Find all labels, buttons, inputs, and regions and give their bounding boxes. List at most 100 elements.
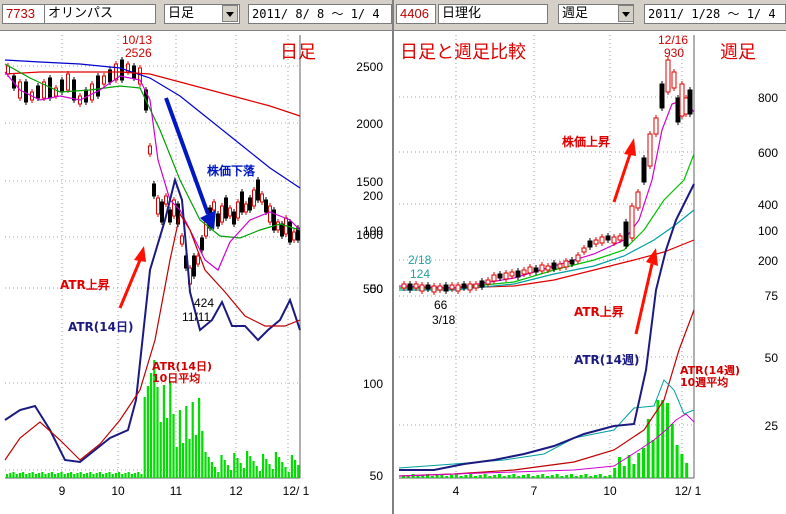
volume-bar (66, 473, 69, 478)
volume-bar (105, 473, 108, 478)
volume-bar (536, 475, 540, 478)
volume-bar (430, 476, 434, 478)
volume-bar (82, 474, 85, 478)
volume-bar (118, 472, 121, 478)
volume-bar (223, 460, 226, 478)
left-atr-tick: 50 (370, 282, 384, 296)
candle-body (443, 284, 449, 292)
candle-body (515, 270, 521, 278)
volume-bar (47, 473, 50, 478)
volume-bar (685, 463, 689, 478)
right-atr-avg-line (398, 309, 695, 477)
volume-bar (661, 400, 665, 478)
volume-bar (172, 414, 175, 478)
left-date-range[interactable]: 2011/ 8/ 8 ～ 1/ 4 (248, 4, 392, 24)
candle-body (557, 263, 563, 269)
volume-bar (57, 473, 60, 478)
volume-bar (426, 474, 429, 478)
candle-body (545, 265, 551, 271)
left-peak-date: 10/13 (122, 33, 152, 47)
volume-bar (632, 464, 636, 478)
volume-bar (627, 455, 631, 478)
volume-bar (642, 448, 645, 478)
volume-bar (469, 474, 473, 478)
volume-bar (560, 476, 564, 478)
volume-bar (134, 473, 137, 478)
right-rise-arrow-head (624, 138, 636, 156)
left-price-tick: 1500 (356, 175, 383, 189)
left-low-value: 424 (194, 296, 214, 310)
left-atr-tick: 100 (363, 224, 383, 238)
candle-body (160, 201, 164, 223)
volume-bar (670, 424, 674, 478)
candle-body (96, 75, 100, 97)
volume-bar (680, 454, 684, 478)
right-rise-label: 株価上昇 (562, 134, 610, 149)
volume-bar (9, 473, 12, 478)
left-decline-arrow-head (200, 210, 216, 230)
volume-bar (541, 474, 545, 478)
left-stock-name[interactable]: オリンパス (44, 4, 156, 24)
candle-body (401, 283, 407, 289)
candle-body (485, 279, 491, 285)
volume-bar (150, 373, 153, 478)
volume-bar (169, 381, 172, 478)
candle-body (497, 273, 503, 279)
volume-bar (44, 474, 47, 478)
candle-body (527, 266, 533, 274)
volume-bar (252, 461, 255, 478)
candle-body (503, 272, 509, 280)
volume-bar (25, 474, 28, 478)
right-x-tick: 7 (531, 484, 538, 498)
candle-body (575, 254, 581, 262)
volume-bar (546, 476, 549, 478)
right-stock-code[interactable]: 4406 (396, 4, 436, 24)
volume-bar (146, 386, 149, 478)
right-period-select[interactable]: 週足 (558, 4, 634, 24)
volume-bar (294, 460, 297, 478)
candle-body (665, 59, 671, 93)
candle-body (461, 283, 467, 289)
candle-body (671, 71, 677, 89)
right-period-dropdown-icon[interactable] (618, 5, 634, 22)
left-atr-arrow (118, 259, 142, 309)
panel-divider[interactable] (392, 0, 394, 514)
volume-bar (207, 457, 210, 478)
volume-bar (478, 475, 482, 478)
volume-bar (89, 472, 92, 478)
right-atr-avg-label-2: 10週平均 (680, 375, 728, 389)
right-start-value: 124 (410, 267, 430, 281)
right-header: 4406 日理化 週足 2011/ 1/28 ～ 1/ 4 (394, 0, 786, 31)
right-chart-panel: 4406 日理化 週足 2011/ 1/28 ～ 1/ 4 (394, 0, 786, 514)
candle-body (252, 189, 256, 207)
volume-bar (488, 476, 492, 478)
volume-bar (102, 474, 105, 478)
left-period-dropdown-icon[interactable] (222, 5, 238, 22)
volume-bar (278, 457, 281, 478)
volume-bar (440, 474, 444, 478)
left-atr-tick: 200 (363, 189, 383, 203)
volume-bar (31, 472, 34, 478)
left-peak-value: 2526 (125, 46, 152, 60)
volume-bar (127, 472, 130, 478)
right-atr-tick: 100 (758, 224, 778, 238)
candle-body (228, 207, 232, 217)
volume-bar (608, 475, 612, 478)
volume-bar (531, 476, 535, 478)
left-ma-mid-green (4, 63, 301, 239)
volume-bar (15, 474, 18, 478)
right-date-range[interactable]: 2011/ 1/28 ～ 1/ 4 (644, 4, 786, 24)
volume-bar (217, 472, 220, 478)
volume-bar (156, 387, 159, 478)
volume-bar (92, 474, 95, 478)
volume-bar (191, 402, 194, 478)
left-atr-avg-label-1: ATR(14日) (152, 360, 212, 373)
volume-bar (565, 475, 569, 478)
left-period-select[interactable]: 日足 (164, 4, 240, 24)
volume-bar (111, 474, 114, 478)
right-price-tick: 600 (758, 146, 778, 160)
right-stock-name[interactable]: 日理化 (438, 4, 548, 24)
volume-bar (70, 472, 73, 478)
volume-bar (236, 458, 239, 478)
candle-body (224, 197, 228, 219)
